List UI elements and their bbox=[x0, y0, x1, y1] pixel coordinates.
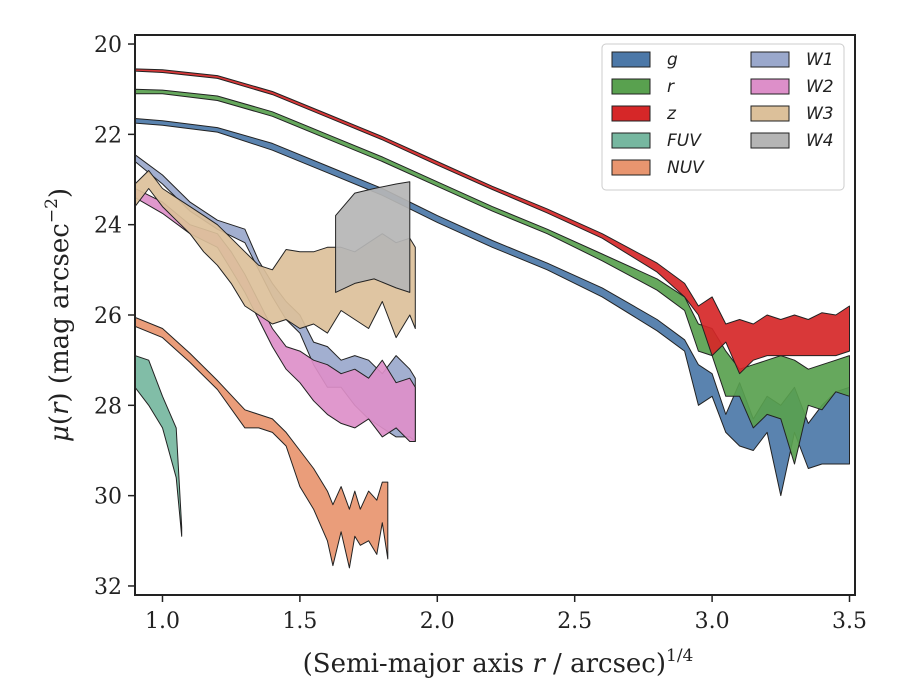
legend-swatch bbox=[611, 159, 651, 176]
legend-label: g bbox=[667, 50, 678, 70]
legend-entry-nuv: NUV bbox=[611, 158, 705, 178]
y-tick-label: 26 bbox=[94, 304, 122, 329]
legend-label: W3 bbox=[806, 104, 834, 124]
x-tick-label: 3.0 bbox=[695, 609, 730, 634]
series-layer bbox=[135, 68, 850, 569]
legend-entry-w2: W2 bbox=[750, 77, 834, 97]
legend-swatch bbox=[611, 105, 651, 122]
legend-entry-g: g bbox=[611, 50, 678, 70]
series-band-nuv bbox=[135, 316, 389, 569]
series-band-fuv bbox=[135, 355, 183, 537]
series-band-w3 bbox=[135, 170, 416, 339]
legend-entry-w3: W3 bbox=[750, 104, 834, 124]
legend-entry-w1: W1 bbox=[750, 50, 834, 70]
legend-swatch bbox=[750, 132, 790, 149]
y-tick-label: 22 bbox=[94, 123, 122, 148]
legend-label: W4 bbox=[806, 131, 834, 151]
legend-swatch bbox=[611, 132, 651, 149]
legend-label: W2 bbox=[806, 77, 834, 97]
series-band-w4 bbox=[335, 181, 411, 293]
legend-label: r bbox=[667, 77, 675, 97]
y-axis-label: μ(r) (mag arcsec−2) bbox=[42, 188, 75, 442]
y-tick-label: 30 bbox=[94, 485, 122, 510]
legend-entry-w4: W4 bbox=[750, 131, 834, 151]
x-tick-label: 1.5 bbox=[282, 609, 317, 634]
legend-label: FUV bbox=[667, 131, 702, 151]
x-tick-label: 2.0 bbox=[420, 609, 455, 634]
legend-entry-r: r bbox=[611, 77, 675, 97]
y-tick-label: 20 bbox=[94, 33, 122, 58]
legend-label: W1 bbox=[806, 50, 834, 70]
legend-swatch bbox=[611, 78, 651, 95]
series-band-r bbox=[135, 88, 850, 465]
legend-label: NUV bbox=[667, 158, 705, 178]
legend: grz FUV NUV W1 W2 W3 W4 bbox=[601, 43, 845, 191]
y-tick-label: 24 bbox=[94, 214, 122, 239]
axis-ticks: 1.0 1.5 2.0 2.5 3.0 3.5 20 22 24 26 28 30 32 bbox=[94, 33, 867, 634]
series-band-g bbox=[135, 118, 850, 497]
legend-label: z bbox=[666, 104, 677, 124]
series-band-z bbox=[135, 68, 850, 375]
x-axis-label: (Semi-major axis r / arcsec)1/4 bbox=[303, 646, 694, 679]
x-tick-label: 3.5 bbox=[832, 609, 867, 634]
legend-entry-fuv: FUV bbox=[611, 131, 702, 151]
y-tick-label: 28 bbox=[94, 394, 122, 419]
legend-swatch bbox=[750, 105, 790, 122]
x-tick-label: 1.0 bbox=[145, 609, 180, 634]
y-tick-label: 32 bbox=[94, 575, 122, 600]
legend-swatch bbox=[750, 78, 790, 95]
legend-swatch bbox=[750, 51, 790, 68]
legend-swatch bbox=[611, 51, 651, 68]
legend-entry-z: z bbox=[611, 104, 677, 124]
x-tick-label: 2.5 bbox=[557, 609, 592, 634]
